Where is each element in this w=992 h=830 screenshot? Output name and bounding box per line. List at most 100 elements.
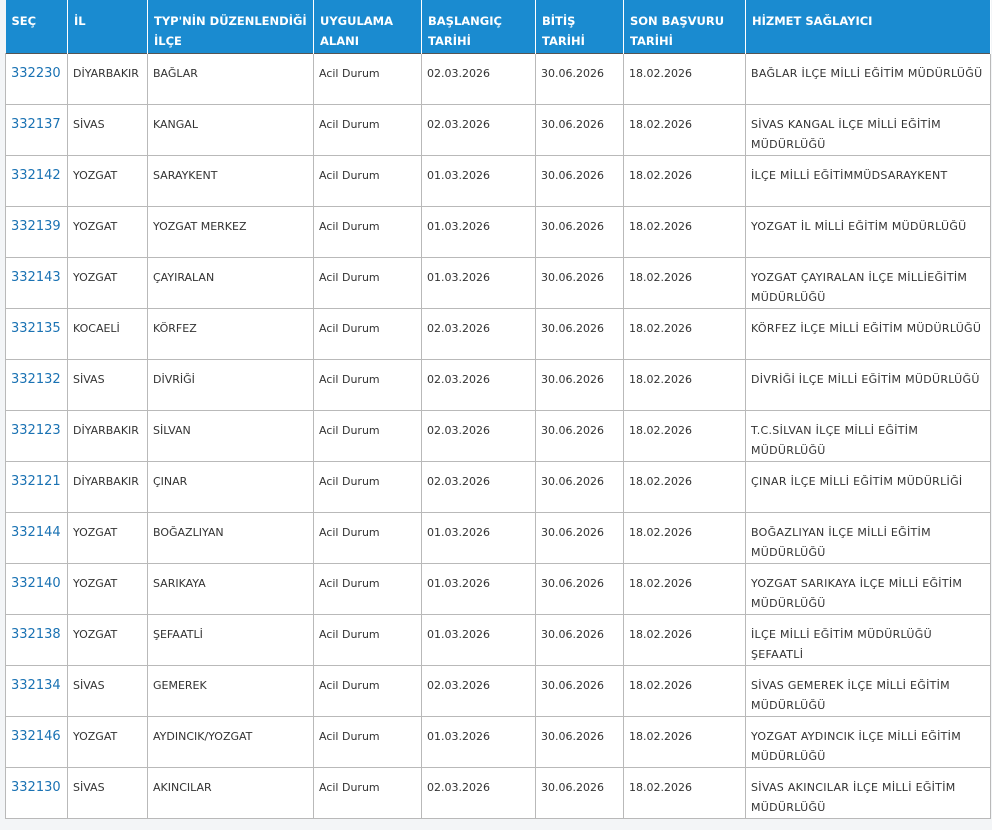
table-cell: 30.06.2026 (535, 155, 624, 207)
select-link[interactable]: 332143 (5, 257, 68, 309)
table-cell: DİVRİĞİ (147, 359, 314, 411)
select-link[interactable]: 332139 (5, 206, 68, 258)
select-link[interactable]: 332146 (5, 716, 68, 768)
select-link[interactable]: 332140 (5, 563, 68, 615)
table-cell: 30.06.2026 (535, 665, 624, 717)
table-row: 332143 YOZGAT ÇAYIRALAN Acil Durum 01.03.202… (5, 257, 991, 309)
table-cell: ÇINAR İLÇE MİLLİ EĞİTİM MÜDÜRLİĞİ (745, 461, 991, 513)
table-cell: T.C.SİLVAN İLÇE MİLLİ EĞİTİM MÜDÜRLÜĞÜ (745, 410, 991, 462)
table-cell: Acil Durum (313, 512, 422, 564)
table-cell: 01.03.2026 (421, 716, 536, 768)
table-cell: 30.06.2026 (535, 257, 624, 309)
header-row: SEÇ İL TYP'NİN DÜZENLENDİĞİ İLÇE UYGULAMA ALA… (5, 0, 991, 54)
table-cell: 18.02.2026 (623, 563, 746, 615)
table-cell: Acil Durum (313, 206, 422, 258)
table-cell: SİVAS (67, 104, 148, 156)
table-cell: 30.06.2026 (535, 767, 624, 819)
table-cell: YOZGAT İL MİLLİ EĞİTİM MÜDÜRLÜĞÜ (745, 206, 991, 258)
table-cell: 18.02.2026 (623, 614, 746, 666)
table-cell: YOZGAT AYDINCIK İLÇE MİLLİ EĞİTİM MÜDÜRL… (745, 716, 991, 768)
table-cell: SARIKAYA (147, 563, 314, 615)
table-cell: YOZGAT (67, 614, 148, 666)
table-cell: YOZGAT (67, 206, 148, 258)
select-link[interactable]: 332123 (5, 410, 68, 462)
table-cell: 02.03.2026 (421, 767, 536, 819)
column-header[interactable]: TYP'NİN DÜZENLENDİĞİ İLÇE (147, 0, 314, 54)
column-header[interactable]: UYGULAMA ALANI (313, 0, 422, 54)
table-cell: 30.06.2026 (535, 206, 624, 258)
table-cell: 18.02.2026 (623, 53, 746, 105)
table-cell: 30.06.2026 (535, 53, 624, 105)
header-line: SEÇ (11, 14, 37, 28)
table-cell: Acil Durum (313, 563, 422, 615)
table-cell: GEMEREK (147, 665, 314, 717)
select-link[interactable]: 332230 (5, 53, 68, 105)
table-cell: 18.02.2026 (623, 512, 746, 564)
select-link[interactable]: 332132 (5, 359, 68, 411)
header-line: TYP'NİN DÜZENLENDİĞİ (154, 14, 307, 28)
table-cell: 02.03.2026 (421, 308, 536, 360)
select-link[interactable]: 332135 (5, 308, 68, 360)
table-cell: Acil Durum (313, 257, 422, 309)
table-cell: 30.06.2026 (535, 614, 624, 666)
table-row: 332146 YOZGAT AYDINCIK/YOZGAT Acil Durum 01.… (5, 716, 991, 768)
table-cell: YOZGAT ÇAYIRALAN İLÇE MİLLİEĞİTİM MÜDÜRL… (745, 257, 991, 309)
table-cell: İLÇE MİLLİ EĞİTİM MÜDÜRLÜĞÜ ŞEFAATLİ (745, 614, 991, 666)
column-header[interactable]: BİTİŞ TARİHİ (535, 0, 624, 54)
header-line: BAŞLANGIÇ (428, 14, 502, 28)
header-line: UYGULAMA (320, 14, 394, 28)
table-row: 332130 SİVAS AKINCILAR Acil Durum 02.03.2026… (5, 767, 991, 819)
table-cell: 01.03.2026 (421, 563, 536, 615)
table-row: 332134 SİVAS GEMEREK Acil Durum 02.03.2026 30… (5, 665, 991, 717)
table-cell: SİVAS GEMEREK İLÇE MİLLİ EĞİTİM MÜDÜRLÜĞ… (745, 665, 991, 717)
table-cell: 02.03.2026 (421, 359, 536, 411)
table-cell: YOZGAT (67, 563, 148, 615)
table-cell: 18.02.2026 (623, 767, 746, 819)
header-line: TARİHİ (630, 34, 673, 48)
table-row: 332132 SİVAS DİVRİĞİ Acil Durum 02.03.2026 30… (5, 359, 991, 411)
table-cell: 18.02.2026 (623, 104, 746, 156)
table-row: 332123 DİYARBAKIR SİLVAN Acil Durum 02.03.20… (5, 410, 991, 462)
column-header[interactable]: İL (67, 0, 148, 54)
table-cell: Acil Durum (313, 104, 422, 156)
select-link[interactable]: 332137 (5, 104, 68, 156)
table-cell: Acil Durum (313, 614, 422, 666)
table-cell: SİVAS (67, 359, 148, 411)
select-link[interactable]: 332134 (5, 665, 68, 717)
table-cell: YOZGAT SARIKAYA İLÇE MİLLİ EĞİTİM MÜDÜRL… (745, 563, 991, 615)
table-cell: 01.03.2026 (421, 614, 536, 666)
table-cell: KÖRFEZ (147, 308, 314, 360)
column-header[interactable]: BAŞLANGIÇ TARİHİ (421, 0, 536, 54)
table-row: 332144 YOZGAT BOĞAZLIYAN Acil Durum 01.03.20… (5, 512, 991, 564)
select-link[interactable]: 332144 (5, 512, 68, 564)
column-header[interactable]: HİZMET SAĞLAYICI (745, 0, 991, 54)
table-cell: SİVAS (67, 665, 148, 717)
table-cell: 18.02.2026 (623, 716, 746, 768)
table-cell: SİVAS (67, 767, 148, 819)
select-link[interactable]: 332142 (5, 155, 68, 207)
column-header[interactable]: SEÇ (5, 0, 68, 54)
select-link[interactable]: 332138 (5, 614, 68, 666)
table-row: 332139 YOZGAT YOZGAT MERKEZ Acil Durum 01.03… (5, 206, 991, 258)
table-cell: DİYARBAKIR (67, 461, 148, 513)
table-cell: YOZGAT (67, 155, 148, 207)
table-cell: 30.06.2026 (535, 410, 624, 462)
results-table: SEÇ İL TYP'NİN DÜZENLENDİĞİ İLÇE UYGULAMA ALA… (5, 0, 991, 819)
table-cell: 18.02.2026 (623, 155, 746, 207)
table-row: 332121 DİYARBAKIR ÇINAR Acil Durum 02.03.202… (5, 461, 991, 513)
select-link[interactable]: 332130 (5, 767, 68, 819)
header-line: SON BAŞVURU (630, 14, 725, 28)
column-header[interactable]: SON BAŞVURU TARİHİ (623, 0, 746, 54)
table-cell: YOZGAT (67, 716, 148, 768)
table-cell: Acil Durum (313, 665, 422, 717)
table-cell: Acil Durum (313, 308, 422, 360)
table-cell: 30.06.2026 (535, 512, 624, 564)
table-cell: Acil Durum (313, 53, 422, 105)
table-cell: BAĞLAR (147, 53, 314, 105)
header-line: İL (74, 14, 86, 28)
table-cell: 01.03.2026 (421, 512, 536, 564)
header-line: TARİHİ (428, 34, 471, 48)
table-row: 332142 YOZGAT SARAYKENT Acil Durum 01.03.202… (5, 155, 991, 207)
select-link[interactable]: 332121 (5, 461, 68, 513)
